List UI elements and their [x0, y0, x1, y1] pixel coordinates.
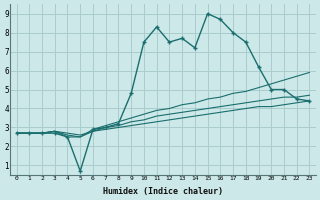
X-axis label: Humidex (Indice chaleur): Humidex (Indice chaleur): [103, 187, 223, 196]
